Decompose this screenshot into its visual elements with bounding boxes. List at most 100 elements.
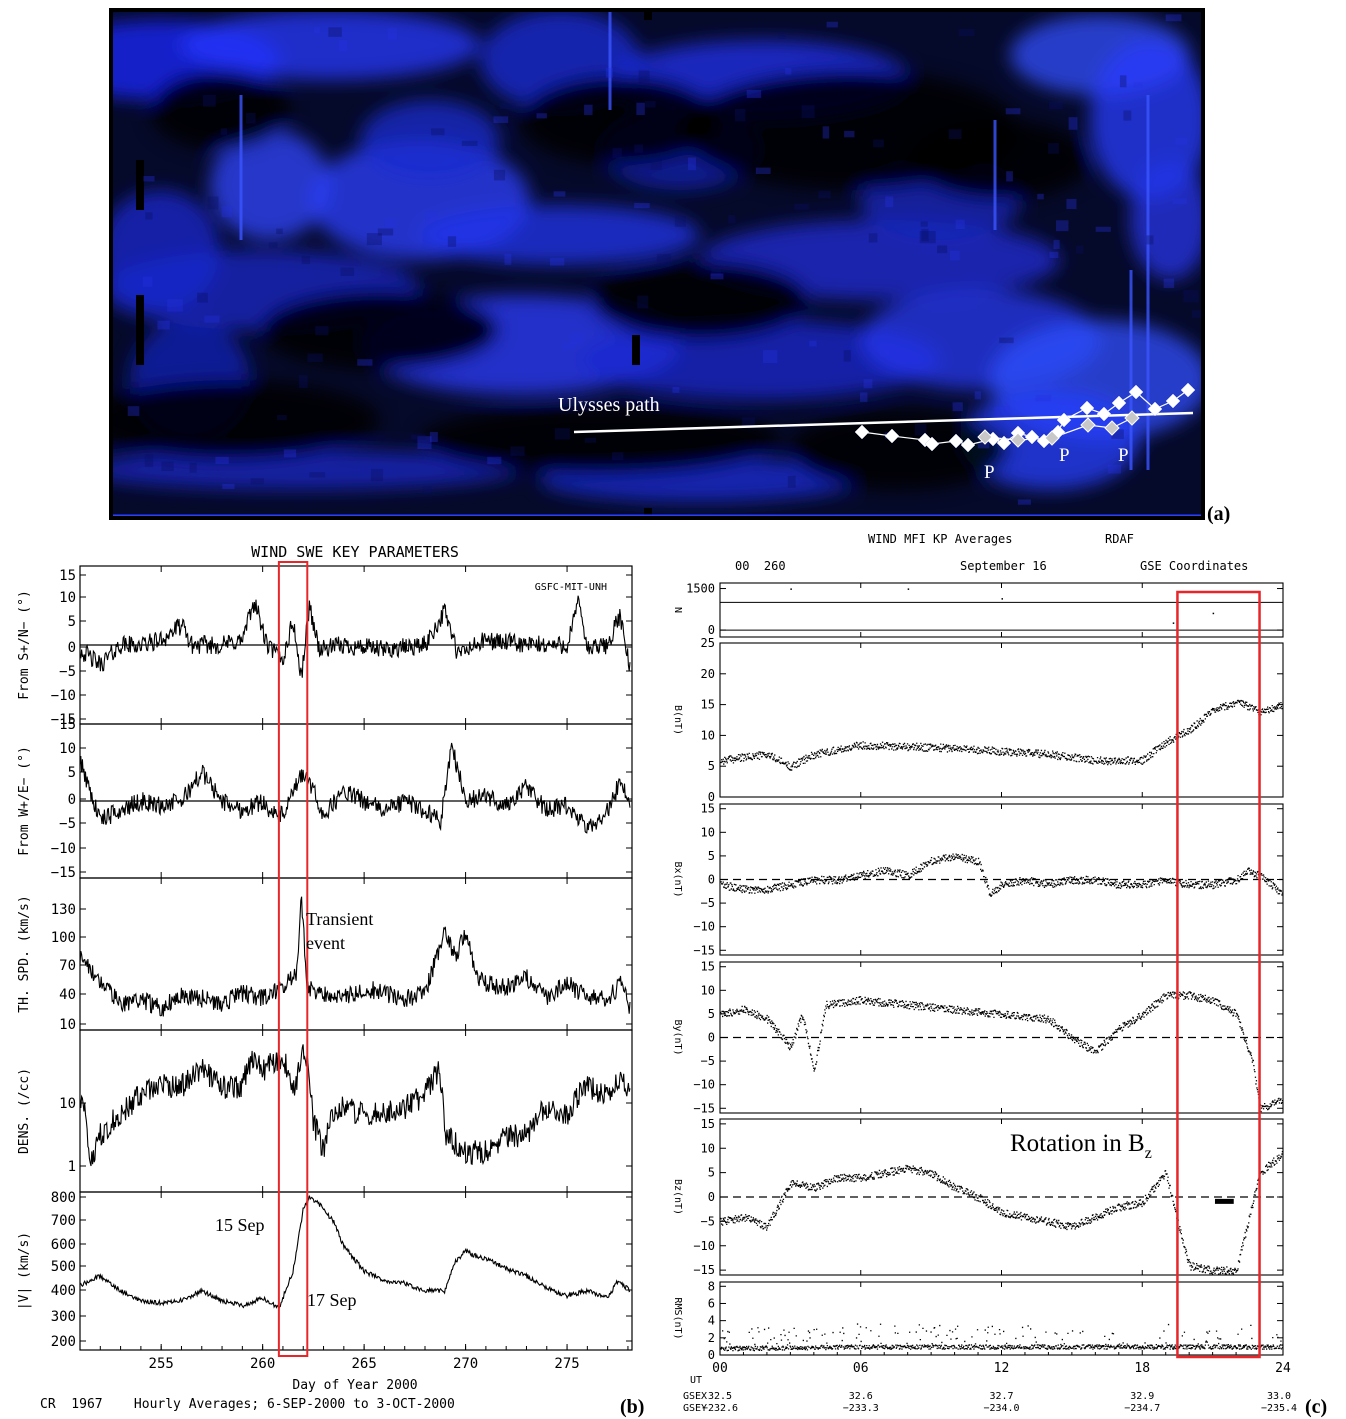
map-texture	[277, 414, 287, 421]
panel-c-title: WIND MFI KP Averages	[868, 532, 1013, 546]
mfi-series-points	[790, 588, 792, 590]
map-texture	[1192, 310, 1201, 318]
map-texture	[1107, 464, 1122, 474]
map-texture	[958, 29, 975, 36]
mfi-ytick-label: 2	[708, 1331, 715, 1345]
p-label-2: P	[1059, 445, 1070, 466]
map-texture	[510, 446, 525, 456]
map-texture	[746, 89, 762, 98]
map-texture	[584, 104, 593, 116]
map-texture	[315, 326, 329, 336]
swe-ytick-label: 300	[51, 1309, 76, 1325]
map-texture	[634, 203, 650, 209]
panel-b-title: WIND SWE KEY PARAMETERS	[251, 543, 459, 561]
map-region	[260, 290, 500, 370]
map-region	[113, 190, 220, 310]
map-texture	[728, 214, 736, 224]
gsey-value: −233.3	[843, 1403, 879, 1414]
mfi-ytick-label: 15	[701, 802, 715, 816]
map-texture	[338, 39, 348, 52]
map-texture	[778, 32, 786, 39]
mfi-ytick-label: 25	[701, 636, 715, 650]
mfi-ytick-label: −5	[701, 1054, 715, 1068]
panel-a-map: Ulysses path P P P (a)	[109, 8, 1230, 525]
map-texture	[584, 437, 597, 443]
map-texture	[809, 340, 817, 347]
map-texture	[313, 27, 320, 34]
mfi-ytick-label: 15	[701, 1117, 715, 1131]
gsex-value: 32.9	[1130, 1391, 1154, 1402]
map-texture	[710, 273, 724, 280]
swe-ytick-label: 40	[59, 987, 76, 1003]
map-texture	[1175, 137, 1188, 145]
panel-c-time: 00 260	[735, 559, 786, 573]
mfi-ytick-label: 4	[708, 1314, 715, 1328]
map-texture	[974, 391, 981, 400]
map-region	[420, 205, 700, 265]
swe-ytick-label: 70	[59, 958, 76, 974]
mfi-xtick-label: 00	[712, 1361, 728, 1376]
map-texture	[1183, 290, 1199, 303]
map-texture	[1017, 499, 1031, 505]
panel-b-credit: GSFC-MIT-UNH	[535, 582, 607, 593]
ulysses-point	[1124, 410, 1140, 426]
map-texture	[536, 113, 547, 119]
swe-ytick-label: −10	[51, 688, 76, 704]
swe-ytick-label: −15	[51, 865, 76, 881]
map-texture	[340, 267, 355, 276]
panel-c-label: (c)	[1305, 1396, 1327, 1418]
ulysses-point	[1147, 401, 1163, 417]
map-texture	[650, 159, 662, 170]
mfi-series-points	[1172, 622, 1175, 624]
mfi-ylabel: Bz(nT)	[672, 1179, 683, 1215]
mfi-ytick-label: −10	[693, 920, 715, 934]
map-texture	[868, 233, 878, 243]
map-texture	[801, 105, 815, 119]
map-texture	[1056, 220, 1069, 232]
map-region	[580, 320, 940, 400]
map-texture	[1037, 193, 1044, 200]
map-texture	[611, 452, 624, 461]
map-texture	[220, 128, 228, 135]
map-texture	[276, 228, 283, 234]
map-texture	[1133, 82, 1143, 88]
map-texture	[447, 236, 457, 247]
panel-b-xlabel: Day of Year 2000	[292, 1378, 417, 1393]
panel-b-label: (b)	[620, 1396, 644, 1418]
mfi-ytick-label: −5	[701, 1214, 715, 1228]
swe-ytick-label: 1	[68, 1159, 76, 1175]
map-texture	[268, 242, 278, 249]
swe-ytick-label: −5	[59, 816, 76, 832]
swe-series-line	[79, 742, 631, 834]
map-texture	[1048, 143, 1059, 154]
map-region	[1090, 40, 1201, 200]
map-texture	[157, 320, 170, 330]
swe-series-line	[79, 1044, 631, 1167]
gsex-value: 32.5	[708, 1391, 732, 1402]
mfi-ytick-label: 5	[708, 849, 715, 863]
map-region	[150, 70, 290, 150]
mfi-ytick-label: 0	[708, 1348, 715, 1362]
map-texture	[1053, 239, 1060, 249]
map-texture	[461, 140, 478, 147]
map-texture	[948, 129, 962, 140]
ulysses-point	[924, 436, 940, 452]
gsey-value: −234.0	[983, 1403, 1019, 1414]
swe-series-line	[79, 896, 631, 1017]
map-texture	[431, 128, 445, 136]
mfi-ylabel: B(nT)	[672, 705, 683, 735]
mfi-series-points	[720, 1323, 1284, 1352]
map-region	[520, 75, 720, 165]
swe-ytick-label: 400	[51, 1283, 76, 1299]
ulysses-point	[996, 435, 1012, 451]
mfi-series-points	[1001, 598, 1003, 600]
gsey-value: −232.6	[702, 1403, 738, 1414]
swe-ytick-label: 10	[59, 1017, 76, 1033]
map-texture	[143, 175, 155, 182]
map-texture	[826, 21, 838, 28]
panel-b-highlight	[277, 561, 309, 1357]
map-texture	[142, 276, 153, 287]
map-texture	[144, 454, 154, 467]
mfi-ytick-label: 10	[701, 983, 715, 997]
map-region	[360, 100, 500, 180]
